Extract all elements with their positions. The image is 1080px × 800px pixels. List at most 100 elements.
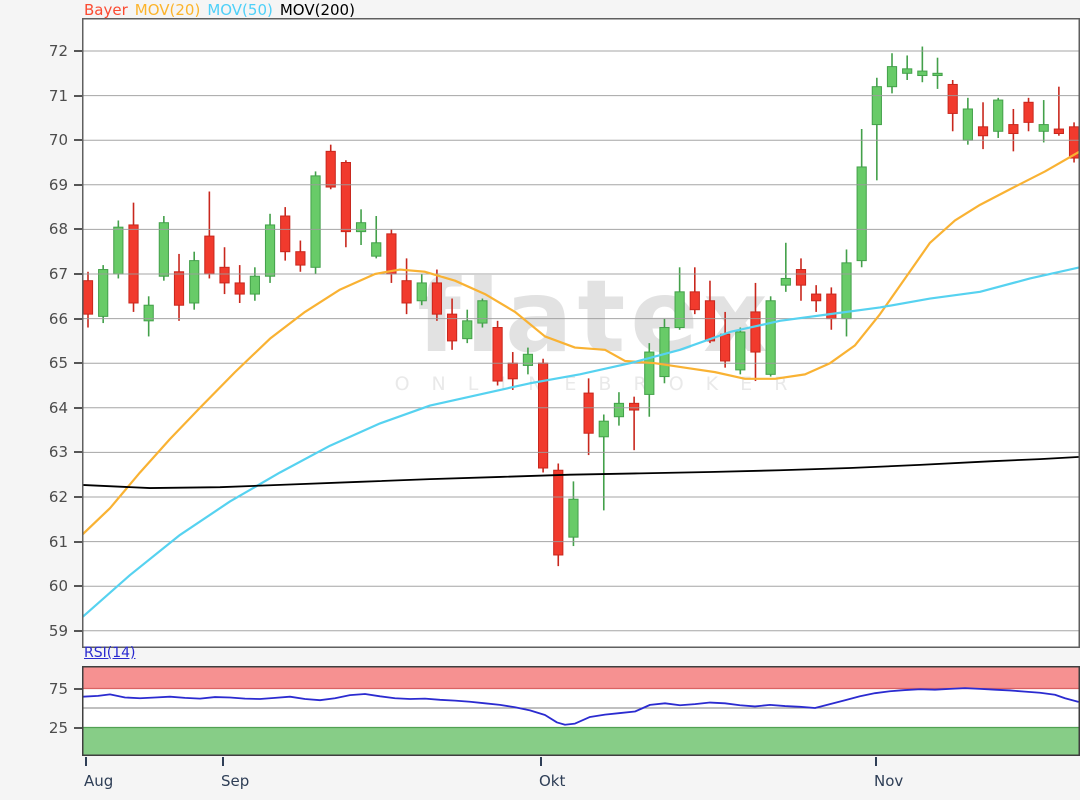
candle xyxy=(947,83,958,114)
x-axis-label: Aug xyxy=(84,772,114,790)
candle xyxy=(993,99,1004,132)
y-axis-tick xyxy=(74,50,82,52)
y-axis-tick xyxy=(74,183,82,186)
rsi-axis-label: 25 xyxy=(48,718,68,737)
ma-line-mov20 xyxy=(82,150,1080,537)
y-axis-tick xyxy=(74,540,82,543)
candle xyxy=(280,215,291,253)
candle xyxy=(1038,124,1049,132)
candle xyxy=(720,333,731,362)
candle xyxy=(583,392,594,434)
watermark-logo: flatex xyxy=(417,258,772,375)
y-axis-label: 60 xyxy=(48,577,68,596)
y-axis-label: 65 xyxy=(48,354,68,373)
candle xyxy=(932,72,943,77)
candle xyxy=(98,269,109,317)
y-axis-tick xyxy=(74,406,82,409)
candle xyxy=(82,280,94,315)
candle xyxy=(310,175,321,268)
candle xyxy=(355,222,367,233)
candle xyxy=(219,266,230,284)
candle xyxy=(477,300,488,324)
y-axis-tick xyxy=(74,629,82,632)
candle xyxy=(765,300,776,375)
candle xyxy=(462,320,473,340)
candle xyxy=(1053,128,1064,135)
candle xyxy=(401,280,412,304)
legend-item-bayer: Bayer xyxy=(84,1,128,19)
candle xyxy=(735,331,746,371)
candle xyxy=(128,224,139,304)
x-axis-label: Sep xyxy=(221,772,250,790)
candle xyxy=(598,420,609,438)
candle xyxy=(204,235,215,275)
x-axis-tick xyxy=(540,757,542,766)
y-axis-tick xyxy=(74,496,82,498)
y-axis-label: 72 xyxy=(48,42,68,60)
rsi-label: RSI(14) xyxy=(84,645,136,661)
candle xyxy=(856,166,867,262)
y-axis-label: 64 xyxy=(48,398,68,417)
oversold-band xyxy=(82,727,1080,756)
candle xyxy=(189,260,200,304)
candle xyxy=(977,126,989,137)
overbought-band xyxy=(82,666,1080,689)
candle xyxy=(629,402,640,411)
candle xyxy=(795,269,807,286)
y-axis-tick xyxy=(74,139,82,142)
x-axis-label: Okt xyxy=(539,772,566,790)
candle xyxy=(446,313,458,342)
y-axis-label: 68 xyxy=(48,220,68,239)
rsi-axis-label: 75 xyxy=(48,679,68,698)
y-axis-label: 70 xyxy=(48,131,68,150)
candle xyxy=(780,277,791,286)
rsi-chart xyxy=(82,666,1080,756)
y-axis-label: 71 xyxy=(48,86,68,105)
candle xyxy=(173,271,185,306)
candle xyxy=(674,291,685,329)
candle xyxy=(522,353,534,366)
x-axis-tick xyxy=(875,757,877,766)
candle xyxy=(158,222,169,277)
y-axis-label: 61 xyxy=(48,532,68,551)
candle xyxy=(264,224,276,277)
ma-line-mov50 xyxy=(82,266,1080,619)
candle xyxy=(386,233,397,275)
candle xyxy=(750,311,761,353)
candle xyxy=(234,282,245,295)
candle xyxy=(492,327,503,382)
y-axis-tick xyxy=(74,362,82,365)
candle xyxy=(1023,101,1034,123)
y-axis-tick xyxy=(74,228,82,231)
ma-line-mov200 xyxy=(82,455,1080,489)
candle xyxy=(568,498,579,538)
candle xyxy=(143,304,154,322)
candle xyxy=(689,291,700,311)
y-axis-label: 62 xyxy=(48,488,68,506)
candle xyxy=(902,68,913,74)
legend-item-mov50: MOV(50) xyxy=(207,1,273,19)
y-axis-tick xyxy=(74,317,82,320)
candle xyxy=(704,300,716,342)
candle xyxy=(371,242,382,257)
x-axis-tick xyxy=(222,757,224,766)
legend: Bayer MOV(20) MOV(50) MOV(200) xyxy=(84,1,362,19)
candle xyxy=(553,469,564,556)
candle xyxy=(113,226,124,275)
candle xyxy=(431,282,443,315)
candle xyxy=(295,251,306,266)
candle xyxy=(886,66,898,88)
y-axis-label: 69 xyxy=(48,175,68,194)
legend-item-mov200: MOV(200) xyxy=(279,1,355,19)
y-axis-tick xyxy=(74,273,82,275)
candle xyxy=(841,262,852,320)
y-axis-label: 67 xyxy=(48,265,68,283)
candle xyxy=(340,162,351,233)
candle xyxy=(613,402,625,418)
x-axis-label: Nov xyxy=(874,772,904,790)
plot-background xyxy=(82,18,1080,648)
y-axis-label: 59 xyxy=(48,621,68,640)
candle xyxy=(507,362,518,380)
